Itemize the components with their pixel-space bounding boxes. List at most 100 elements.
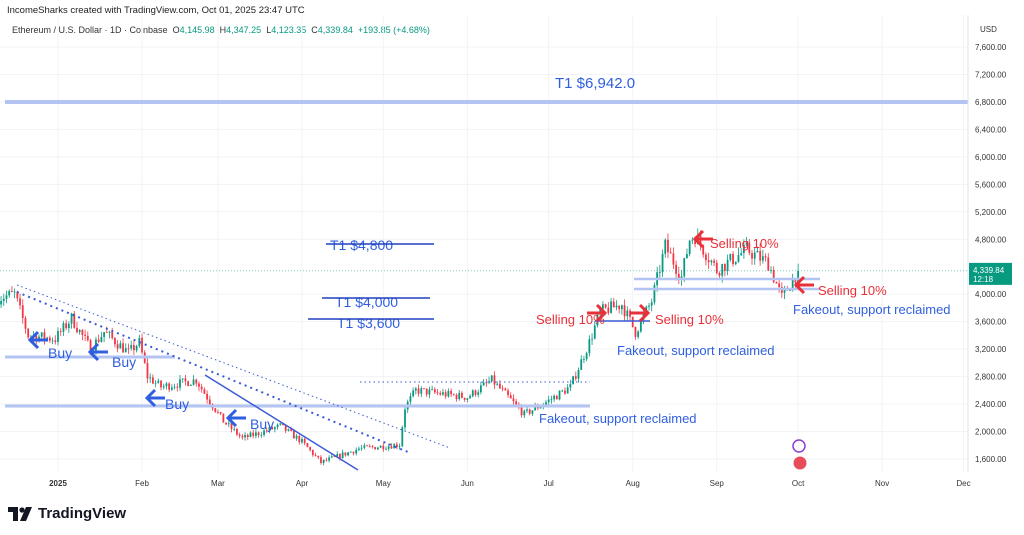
selling-label: Selling 10%: [655, 312, 724, 327]
candle-body: [452, 394, 455, 395]
low-label: L: [266, 25, 272, 35]
candle-body: [379, 445, 382, 448]
candle-body: [81, 329, 84, 335]
candle-body: [368, 446, 371, 447]
candle-body: [236, 428, 238, 435]
selling-label: Selling 10%: [818, 283, 887, 298]
candle-body: [691, 239, 694, 241]
candle-body: [263, 430, 265, 435]
y-tick-label: 5,200.00: [975, 208, 1007, 217]
candle-body: [105, 332, 108, 333]
y-tick-label: 2,400.00: [975, 400, 1007, 409]
fakeout-label: Fakeout, support reclaimed: [793, 302, 951, 317]
candle-body: [347, 452, 349, 456]
candle-body: [770, 269, 772, 271]
fakeout-label: Fakeout, support reclaimed: [539, 411, 697, 426]
struck-target-label: T1 $3,600: [337, 315, 400, 331]
buy-arrow-icon: [27, 330, 48, 350]
candle-body: [547, 399, 550, 403]
candle-body: [295, 435, 298, 439]
candle-body: [761, 256, 764, 261]
candle-body: [734, 261, 737, 265]
candle-body: [352, 451, 355, 454]
candle-body: [170, 387, 173, 390]
buy-arrow-icon: [225, 408, 246, 428]
candle-body: [322, 459, 325, 463]
candle-body: [124, 348, 127, 353]
open-value: 4,145.98: [179, 25, 215, 35]
candle-body: [311, 450, 314, 456]
candle-body: [602, 304, 604, 309]
candle-body: [401, 427, 404, 447]
y-tick-label: 6,000.00: [975, 153, 1007, 162]
candle-body: [724, 264, 726, 271]
candle-body: [387, 446, 390, 449]
candle-body: [333, 456, 336, 458]
candle-body: [70, 313, 73, 324]
candle-body: [13, 291, 16, 293]
candle-body: [639, 319, 642, 332]
candle-body: [466, 398, 469, 400]
candle-body: [179, 379, 181, 388]
candle-body: [62, 323, 65, 332]
price-axis: USD 7,600.00 7,200.00 6,800.00 6,400.00 6,000…: [49, 15, 1012, 488]
candle-body: [569, 383, 572, 388]
candle-body: [214, 408, 217, 412]
candle-body: [485, 382, 488, 384]
y-tick-label: 3,600.00: [975, 318, 1007, 327]
candle-body: [260, 434, 263, 436]
candle-body: [5, 295, 8, 299]
candle-body: [366, 445, 368, 447]
price-chart[interactable]: T1 $6,942.0 T1 $4,800 T1 $4,000 T1 $3,600 Bu…: [0, 0, 1024, 500]
candle-body: [287, 429, 290, 431]
candle-body: [412, 390, 415, 397]
candle-body: [534, 406, 537, 411]
buy-arrow-icon: [144, 388, 165, 408]
candle-body: [306, 443, 309, 448]
candle-body: [694, 239, 696, 244]
candle-body: [623, 305, 626, 317]
candle-body: [661, 253, 664, 273]
candle-body: [393, 444, 396, 449]
symbol-legend: Ethereum / U.S. Dollar · 1D · Coinbase O…: [12, 25, 430, 35]
candle-body: [203, 389, 206, 394]
candle-body: [634, 326, 637, 337]
candle-body: [593, 325, 596, 339]
y-tick-label: 5,600.00: [975, 180, 1007, 189]
candle-body: [360, 447, 363, 449]
candle-body: [249, 432, 252, 438]
candle-body: [553, 395, 556, 400]
candle-body: [78, 329, 81, 333]
candle-body: [507, 390, 509, 396]
y-tick-label: 3,200.00: [975, 345, 1007, 354]
candle-body: [588, 339, 591, 354]
candle-body: [271, 426, 274, 430]
candle-body: [447, 390, 450, 397]
candle-body: [65, 323, 68, 329]
candle-body: [246, 435, 249, 438]
candle-body: [721, 264, 724, 276]
candle-body: [583, 359, 585, 360]
candle-body: [482, 382, 485, 386]
candle-body: [181, 378, 184, 380]
candle-body: [67, 323, 70, 329]
candle-body: [561, 390, 564, 392]
candle-body: [439, 392, 442, 395]
candle-body: [680, 276, 683, 280]
candle-body: [298, 435, 301, 443]
tradingview-logo[interactable]: TradingView: [8, 505, 126, 522]
selling-label: Selling 10%: [536, 312, 605, 327]
candle-body: [173, 386, 176, 388]
symbol-title[interactable]: Ethereum / U.S. Dollar · 1D · Coinbase: [12, 25, 168, 35]
sell-arrow-icon: [793, 275, 814, 295]
candle-body: [165, 383, 168, 387]
x-tick-label: 2025: [49, 479, 67, 488]
candle-body: [141, 337, 143, 353]
candle-body: [501, 388, 504, 390]
candle-body: [515, 401, 518, 405]
candle-body: [257, 432, 260, 436]
candle-body: [794, 278, 797, 283]
candle-body: [230, 423, 233, 430]
candle-body: [572, 376, 574, 384]
candle-body: [512, 398, 515, 402]
